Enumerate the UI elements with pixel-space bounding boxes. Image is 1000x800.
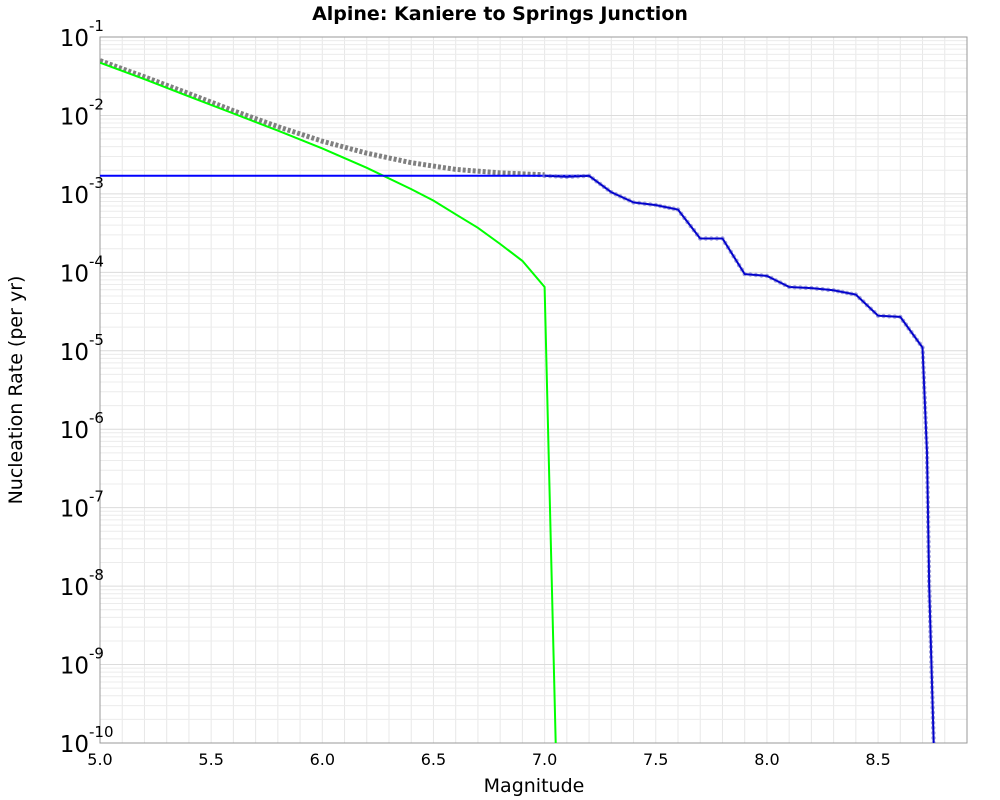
- y-tick-exponent: -9: [89, 645, 104, 663]
- y-tick-base: 10: [60, 497, 89, 523]
- y-tick-exponent: -10: [89, 723, 114, 741]
- y-tick-base: 10: [60, 183, 89, 209]
- y-tick-label: 10 -3: [60, 174, 104, 209]
- x-tick-label: 8.0: [754, 750, 779, 769]
- x-tick-label: 7.5: [643, 750, 668, 769]
- y-tick-base: 10: [60, 418, 89, 444]
- y-tick-label: 10 -8: [60, 566, 104, 601]
- chart-title: Alpine: Kaniere to Springs Junction: [312, 3, 688, 25]
- plot-area-border: [99, 36, 968, 744]
- y-tick-base: 10: [60, 732, 89, 758]
- y-tick-label: 10 -5: [60, 331, 104, 366]
- series-line-sub-seismogenic-rate: [100, 61, 557, 743]
- y-axis-ticks: 10-110-210-310-410-510 -610-710 -810 -910 -1…: [60, 17, 114, 758]
- y-tick-base: 10: [60, 575, 89, 601]
- series-line-overlay: [544, 174, 935, 743]
- x-axis-ticks: 5.0 5.5 6.0 6.5 7.0 7.5 8.0 8.5: [87, 750, 891, 769]
- x-axis-label: Magnitude: [484, 775, 585, 797]
- y-tick-exponent: -6: [89, 409, 104, 427]
- y-tick-exponent: -8: [89, 566, 104, 584]
- y-axis-label: Nucleation Rate (per yr): [5, 276, 27, 505]
- y-tick-label: 10-7: [60, 488, 104, 523]
- y-tick-label: 10 -1: [60, 17, 104, 52]
- x-tick-label: 7.0: [532, 750, 557, 769]
- series-layer: [100, 58, 936, 743]
- x-tick-label: 5.5: [198, 750, 223, 769]
- y-tick-exponent: -4: [89, 252, 104, 270]
- y-tick-exponent: -5: [89, 331, 104, 349]
- y-tick-exponent: -7: [89, 488, 104, 506]
- y-tick-exponent: -1: [89, 17, 104, 35]
- y-tick-exponent: -2: [89, 95, 104, 113]
- y-tick-base: 10: [60, 340, 89, 366]
- x-tick-label: 5.0: [87, 750, 112, 769]
- x-tick-label: 8.5: [865, 750, 890, 769]
- x-tick-label: 6.5: [421, 750, 446, 769]
- y-tick-label: 10 -9: [60, 645, 104, 680]
- y-tick-base: 10: [60, 654, 89, 680]
- y-tick-base: 10: [60, 104, 89, 130]
- y-tick-label: 10 -4: [60, 252, 104, 287]
- grid: [99, 37, 968, 744]
- y-tick-label: 10 -6: [60, 409, 104, 444]
- y-tick-exponent: -3: [89, 174, 104, 192]
- x-tick-label: 6.0: [310, 750, 335, 769]
- y-tick-label: 10 -2: [60, 95, 104, 130]
- y-tick-base: 10: [60, 26, 89, 52]
- y-tick-base: 10: [60, 261, 89, 287]
- series-line-target-rate-dashed: [100, 58, 545, 178]
- y-tick-label: 10 -10: [60, 723, 114, 758]
